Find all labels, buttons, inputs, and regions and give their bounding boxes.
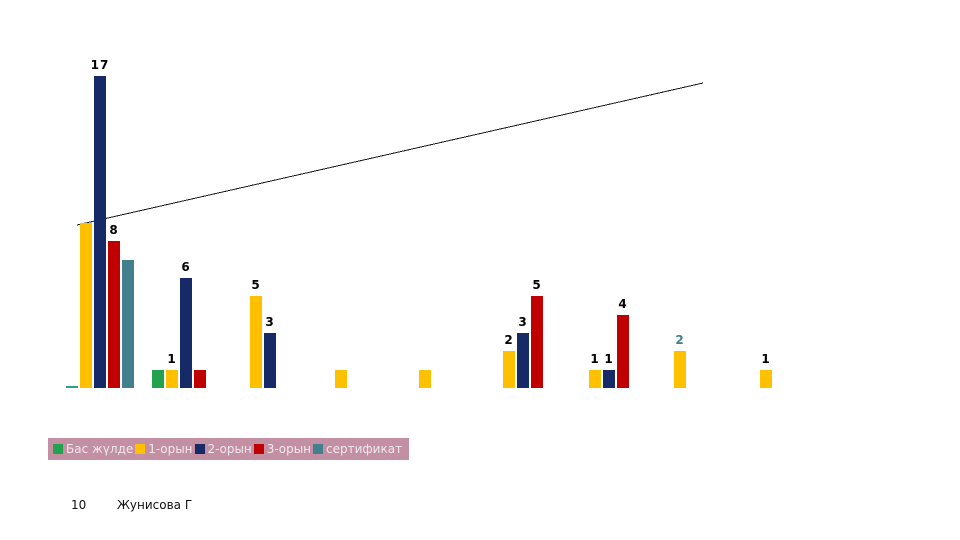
bar-gold-group-7[interactable] <box>589 370 601 388</box>
bar-mint-group-1[interactable] <box>66 386 78 388</box>
legend-label: Бас жүлде <box>66 442 134 456</box>
bar-gold-group-4[interactable] <box>335 370 347 388</box>
bar-value-label: 8 <box>109 223 119 237</box>
bar-value-label: 1 <box>590 352 600 366</box>
bar-gold-group-8[interactable] <box>674 351 686 388</box>
legend-label: 2-орын <box>207 442 252 456</box>
bar-value-label: 3 <box>265 315 275 329</box>
chart-legend[interactable]: Бас жүлде 1-орын 2-орын 3-орын сертификат <box>48 438 410 460</box>
bar-red-group-2[interactable] <box>194 370 206 388</box>
bar-navy-group-3[interactable] <box>264 333 276 388</box>
bar-navy-group-6[interactable] <box>517 333 529 388</box>
bar-value-label: 3 <box>518 315 528 329</box>
bar-navy-group-7[interactable] <box>603 370 615 388</box>
bar-gold-group-6[interactable] <box>503 351 515 388</box>
bar-gold-group-2[interactable] <box>166 370 178 388</box>
bar-navy-group-2[interactable] <box>180 278 192 388</box>
bar-red-group-1[interactable] <box>108 241 120 388</box>
bar-gold-group-3[interactable] <box>250 296 262 388</box>
bar-value-label: 5 <box>251 278 261 292</box>
bar-gold-group-9[interactable] <box>760 370 772 388</box>
footer-person-name: Жунисова Г <box>117 498 193 512</box>
bar-value-label: 4 <box>618 297 628 311</box>
bar-value-label: 1 <box>167 352 177 366</box>
bar-red-group-7[interactable] <box>617 315 629 388</box>
legend-item-teal[interactable]: сертификат <box>313 443 402 455</box>
legend-label: 1-орын <box>148 442 193 456</box>
legend-item-green[interactable]: Бас жүлде <box>53 443 133 455</box>
legend-swatch-gold <box>135 444 146 454</box>
bar-value-label: 5 <box>532 278 542 292</box>
bar-value-label: 2 <box>504 333 514 347</box>
legend-item-navy[interactable]: 2-орын <box>194 442 252 456</box>
legend-label: 3-орын <box>266 442 312 456</box>
footer-row-number: 10 <box>71 498 87 512</box>
bar-red-group-6[interactable] <box>531 296 543 388</box>
legend-label: сертификат <box>326 442 403 456</box>
bar-teal-group-1[interactable] <box>122 260 134 388</box>
legend-item-gold[interactable]: 1-орын <box>135 442 193 456</box>
bar-value-label: 2 <box>675 333 685 347</box>
legend-swatch-teal <box>313 444 324 454</box>
bar-value-label: 1 <box>604 352 614 366</box>
bar-value-label: 1 <box>761 352 771 366</box>
bar-gold-group-5[interactable] <box>419 370 431 388</box>
legend-item-red[interactable]: 3-орын <box>253 442 312 456</box>
bar-navy-group-1[interactable] <box>94 76 106 388</box>
trend-line <box>76 82 704 226</box>
bar-green-group-2[interactable] <box>152 370 164 388</box>
bar-gold-group-1[interactable] <box>80 223 92 388</box>
legend-swatch-navy <box>194 444 205 454</box>
bar-value-label: 6 <box>181 260 191 274</box>
legend-swatch-red <box>253 444 264 454</box>
legend-swatch-green <box>53 444 63 454</box>
bar-value-label: 17 <box>90 58 110 72</box>
